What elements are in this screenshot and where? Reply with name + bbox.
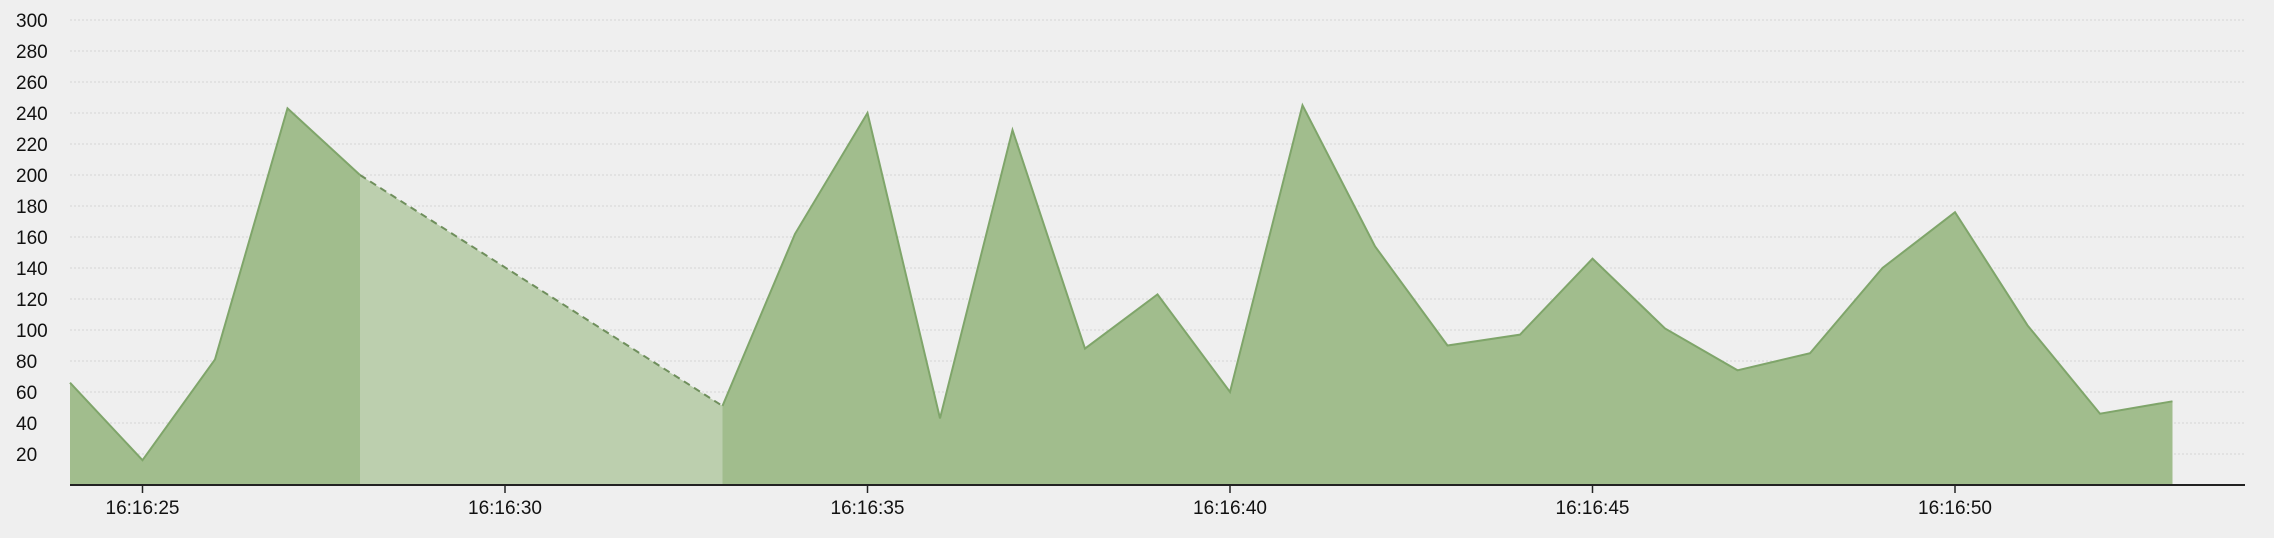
y-tick-label: 220 [16, 135, 48, 156]
axes [70, 484, 2245, 493]
y-tick-label: 180 [16, 197, 48, 218]
y-tick-label: 20 [16, 445, 37, 466]
y-tick-label: 80 [16, 352, 37, 373]
x-tick-label: 16:16:50 [1918, 498, 1992, 519]
y-tick-label: 120 [16, 290, 48, 311]
y-tick-label: 260 [16, 73, 48, 94]
x-tick-label: 16:16:35 [831, 498, 905, 519]
x-tick-labels: 16:16:25 16:16:30 16:16:35 16:16:40 16:16:45… [106, 498, 1992, 519]
x-tick-label: 16:16:45 [1556, 498, 1630, 519]
y-tick-label: 40 [16, 414, 37, 435]
area-fill [70, 108, 360, 485]
x-tick-label: 16:16:40 [1193, 498, 1267, 519]
y-tick-label: 160 [16, 228, 48, 249]
area-fill [722, 105, 2173, 485]
y-tick-label: 100 [16, 321, 48, 342]
series-area [69, 102, 2173, 485]
x-tick-label: 16:16:30 [468, 498, 542, 519]
y-tick-label: 200 [16, 166, 48, 187]
gap-area [360, 175, 723, 485]
x-tick-label: 16:16:25 [106, 498, 180, 519]
y-tick-label: 60 [16, 383, 37, 404]
y-tick-label: 300 [16, 11, 48, 32]
y-tick-labels: 20 40 60 80 100 120 140 160 180 200 220 240 260 280 30… [16, 11, 48, 466]
y-tick-label: 240 [16, 104, 48, 125]
y-tick-label: 280 [16, 42, 48, 63]
y-tick-label: 140 [16, 259, 48, 280]
